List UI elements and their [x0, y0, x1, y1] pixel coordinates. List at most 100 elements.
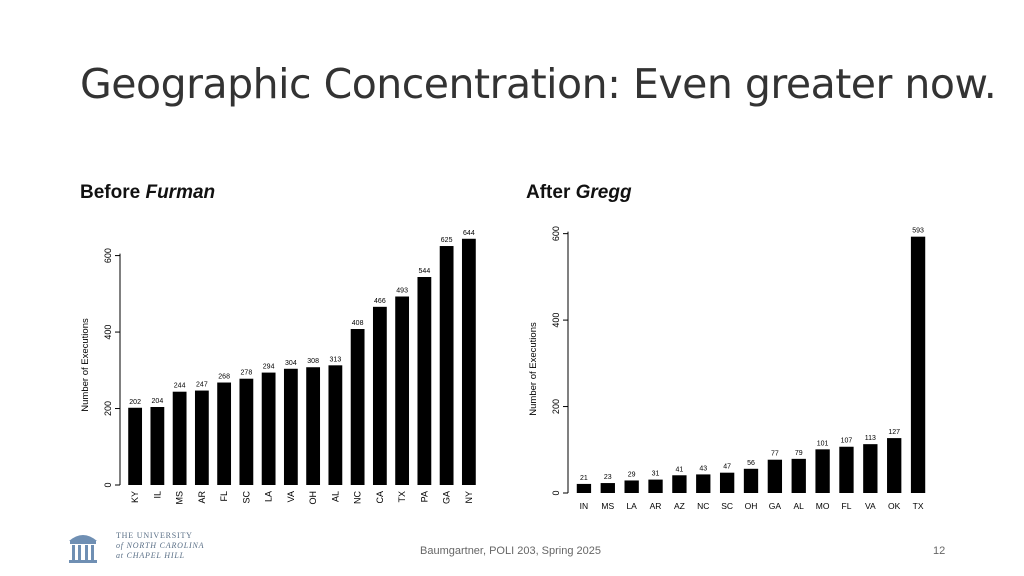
x-tick-label: TX — [913, 501, 924, 511]
logo-line-3: at CHAPEL HILL — [116, 551, 185, 560]
bar — [672, 475, 687, 493]
x-tick-label: SC — [241, 491, 251, 504]
bar — [887, 438, 902, 493]
data-label: 21 — [580, 475, 588, 482]
bar — [576, 483, 592, 493]
before-furman-chart: 0 200 400 600 Number of Executions 202 KY 204 IL… — [80, 230, 476, 505]
x-tick-label: LA — [264, 491, 274, 502]
y-tick-label: 0 — [551, 490, 561, 495]
data-label: 23 — [604, 474, 612, 481]
bar — [767, 459, 783, 493]
unc-logo: THE UNIVERSITY of NORTH CAROLINA at CHAP… — [66, 529, 226, 567]
data-label: 47 — [723, 464, 731, 471]
logo-line-1: THE UNIVERSITY — [116, 531, 193, 540]
bar — [600, 483, 615, 493]
y-tick-label: 200 — [551, 399, 561, 414]
bar — [815, 449, 830, 493]
bar — [172, 391, 187, 485]
bar — [150, 407, 165, 485]
data-label: 268 — [218, 374, 230, 381]
x-tick-label: FL — [219, 491, 229, 502]
data-label: 204 — [152, 398, 164, 405]
x-tick-label: KY — [130, 491, 140, 503]
right-chart-heading: After Gregg — [526, 182, 632, 204]
y-axis-title: Number of Executions — [80, 318, 91, 412]
bar — [648, 479, 663, 493]
data-label: 79 — [795, 450, 803, 457]
bar — [743, 468, 759, 493]
x-tick-label: VA — [865, 501, 876, 511]
x-tick-label: VA — [286, 491, 296, 502]
slide-title: Geographic Concentration: Even greater n… — [80, 60, 997, 108]
data-label: 408 — [352, 320, 364, 327]
bar — [696, 474, 711, 493]
data-label: 127 — [888, 429, 900, 436]
bar — [261, 372, 276, 485]
bar — [417, 277, 432, 485]
left-heading-prefix: Before — [80, 182, 146, 203]
x-tick-label: PA — [419, 491, 429, 502]
data-label: 77 — [771, 451, 779, 458]
slide-footer: Baumgartner, POLI 203, Spring 2025 — [420, 545, 602, 557]
data-label: 107 — [841, 438, 853, 445]
data-label: 247 — [196, 382, 208, 389]
bar — [395, 296, 410, 485]
data-label: 31 — [652, 471, 660, 478]
bar — [461, 238, 476, 485]
right-heading-emphasis: Gregg — [575, 182, 632, 203]
x-tick-label: OH — [745, 501, 758, 511]
left-chart-heading: Before Furman — [80, 182, 215, 204]
data-label: 304 — [285, 360, 297, 367]
bar — [328, 365, 343, 485]
x-tick-label: MO — [816, 501, 830, 511]
data-label: 278 — [241, 370, 253, 377]
y-tick-label: 0 — [103, 482, 113, 487]
page-number: 12 — [933, 545, 946, 557]
y-tick-label: 600 — [103, 248, 113, 263]
data-label: 113 — [865, 435, 876, 442]
x-tick-label: SC — [721, 501, 733, 511]
x-tick-label: AZ — [674, 501, 685, 511]
x-tick-label: AR — [650, 501, 662, 511]
x-tick-label: LA — [626, 501, 637, 511]
y-tick-label: 600 — [551, 226, 561, 241]
bar — [350, 329, 365, 485]
x-tick-label: IL — [152, 491, 162, 499]
data-label: 593 — [912, 228, 924, 235]
data-label: 466 — [374, 298, 386, 305]
x-tick-label: GA — [769, 501, 782, 511]
x-tick-label: OH — [308, 491, 318, 505]
x-tick-label: MS — [601, 501, 614, 511]
logo-line-2: of NORTH CAROLINA — [116, 541, 205, 550]
x-tick-label: NC — [697, 501, 709, 511]
y-tick-label: 200 — [103, 401, 113, 416]
y-axis-title: Number of Executions — [528, 322, 539, 416]
bar — [863, 444, 878, 493]
data-label: 644 — [463, 230, 475, 237]
bar — [239, 378, 254, 485]
left-heading-emphasis: Furman — [145, 182, 216, 203]
data-label: 308 — [307, 358, 319, 365]
x-tick-label: OK — [888, 501, 901, 511]
bar — [910, 236, 926, 493]
data-label: 29 — [628, 471, 636, 478]
x-tick-label: AR — [197, 491, 207, 504]
x-tick-label: FL — [842, 501, 852, 511]
y-tick-label: 400 — [551, 313, 561, 328]
data-label: 41 — [676, 466, 684, 473]
x-tick-label: NY — [464, 491, 474, 504]
right-heading-prefix: After — [526, 182, 576, 203]
x-tick-label: CA — [375, 491, 385, 504]
x-tick-label: AL — [794, 501, 805, 511]
bar — [283, 368, 298, 485]
x-tick-label: IN — [580, 501, 589, 511]
x-tick-label: AL — [330, 491, 340, 502]
data-label: 56 — [747, 460, 755, 467]
bar — [372, 306, 387, 485]
x-tick-label: MS — [175, 491, 185, 505]
bar — [719, 472, 735, 493]
data-label: 43 — [699, 465, 707, 472]
bar — [624, 480, 639, 493]
data-label: 493 — [396, 288, 408, 295]
x-tick-label: NC — [353, 491, 363, 504]
